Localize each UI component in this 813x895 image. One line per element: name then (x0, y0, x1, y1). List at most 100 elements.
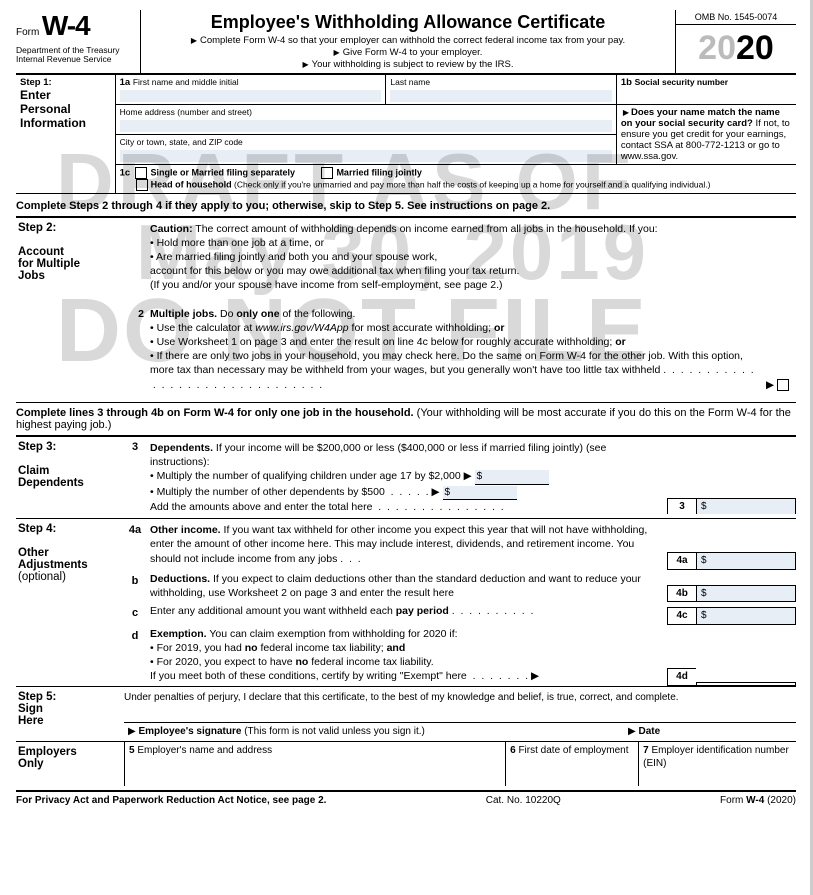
step4d-b2-no: no (296, 656, 309, 668)
checkbox-two-jobs[interactable] (777, 379, 789, 391)
field-1b[interactable]: 1b Social security number (616, 74, 796, 104)
form-w4-page: DRAFT AS OF May 30, 2019 DO NOT FILE For… (16, 10, 796, 806)
step4b-number: b (124, 570, 146, 602)
footer-mid: Cat. No. 10220Q (486, 795, 561, 806)
step4d-lead: Exemption. (150, 628, 207, 640)
input-4d[interactable] (696, 682, 796, 686)
input-qualifying-children[interactable]: $ (475, 470, 549, 485)
step4a-body: If you want tax withheld for other incom… (150, 524, 647, 564)
step5-body: Under penalties of perjury, I declare th… (124, 687, 796, 741)
employers-label-cell: Employers Only (16, 742, 124, 786)
field-ein[interactable]: 7 Employer identification number (EIN) (638, 742, 796, 786)
step2-row: Step 2: Account for Multiple Jobs Cautio… (16, 216, 796, 396)
checkbox-hoh[interactable] (136, 179, 148, 191)
input-last-name[interactable] (390, 90, 611, 102)
step4d-b3: If you meet both of these conditions, ce… (150, 670, 467, 682)
step3-sub2: Dependents (18, 477, 84, 489)
dept-irs: Internal Revenue Service (16, 55, 136, 64)
input-first-name[interactable] (120, 90, 382, 102)
step2-label-cell: Step 2: Account for Multiple Jobs (16, 218, 124, 396)
label-1c: 1c (120, 167, 131, 178)
step3-lead: Dependents. (150, 442, 213, 454)
year-solid: 20 (736, 29, 774, 67)
label-single: Single or Married filing separately (150, 167, 295, 177)
label-hoh-body: (Check only if you're unmarried and pay … (232, 179, 711, 189)
step3-row: Step 3: Claim Dependents 3 Dependents. I… (16, 435, 796, 519)
form-header: Form W-4 Department of the Treasury Inte… (16, 10, 796, 74)
step1-label-cell: Step 1: Enter Personal Information (16, 74, 115, 193)
input-line3-total[interactable]: $ (696, 498, 796, 515)
step4-sub3: (optional) (18, 571, 66, 583)
step4-sub2: Adjustments (18, 559, 88, 571)
date-label: Date (638, 726, 660, 737)
label-5n: 5 (129, 745, 135, 756)
step5-title: Step 5: (18, 691, 56, 703)
label-city: City or town, state, and ZIP code (120, 137, 243, 147)
field-1a-last[interactable]: Last name (386, 74, 616, 104)
label-ssn: Social security number (635, 77, 729, 87)
step2-mj1-or: or (494, 322, 505, 334)
input-address[interactable] (120, 120, 612, 132)
label-line3: 3 (667, 498, 696, 515)
field-home-address[interactable]: Home address (number and street) (115, 104, 616, 134)
dollar-4c: $ (701, 610, 707, 621)
step5-sub2: Here (18, 715, 44, 727)
employers-title: Employers (18, 746, 77, 758)
step1-sub3: Information (20, 116, 111, 130)
step3-sub1: Claim (18, 465, 49, 477)
field-1a-first[interactable]: 1a First name and middle initial (115, 74, 386, 104)
label-5: Employer's name and address (137, 745, 272, 756)
input-other-dependents[interactable]: $ (443, 486, 517, 501)
step3-b3: Add the amounts above and enter the tota… (150, 501, 372, 513)
field-city-state-zip[interactable]: City or town, state, and ZIP code (115, 134, 616, 164)
label-4c: 4c (667, 607, 696, 625)
dollar-4a: $ (701, 555, 707, 566)
year-outline: 20 (698, 29, 736, 67)
field-first-date[interactable]: 6 First date of employment (505, 742, 638, 786)
field-1c-filing-status: 1c Single or Married filing separately M… (115, 164, 796, 193)
step5-row: Step 5: Sign Here Under penalties of per… (16, 686, 796, 741)
step4-body: 4a Other income. If you want tax withhel… (124, 519, 796, 685)
step1-sub1: Enter (20, 88, 111, 102)
form-code: W-4 (42, 10, 90, 41)
step2-b2: • Are married filing jointly and both yo… (150, 251, 437, 263)
step2-mj1-b: for most accurate withholding; (349, 322, 494, 334)
input-city[interactable] (120, 150, 612, 162)
input-4a[interactable]: $ (696, 552, 796, 570)
step3-number: 3 (124, 437, 146, 519)
field-employer-name[interactable]: 5 Employer's name and address (124, 742, 505, 786)
dollar-4b: $ (701, 588, 707, 599)
label-hoh-lead: Head of household (151, 179, 232, 189)
step3-b1: • Multiply the number of qualifying chil… (150, 470, 461, 482)
step4-title: Step 4: (18, 523, 56, 535)
employers-sub: Only (18, 758, 44, 770)
step1-title: Step 1: (20, 77, 52, 88)
step5-sub1: Sign (18, 703, 43, 715)
input-4b[interactable]: $ (696, 585, 796, 603)
header-instruction-1: Complete Form W-4 so that your employer … (147, 35, 669, 47)
step4-row: Step 4: Other Adjustments (optional) 4a … (16, 518, 796, 685)
checkbox-single[interactable] (135, 167, 147, 179)
step4b-body: If you expect to claim deductions other … (150, 573, 641, 599)
step4d-b1-no: no (245, 642, 258, 654)
step3-body: Dependents. If your income will be $200,… (146, 437, 796, 519)
footer-right-c: (2020) (764, 795, 796, 806)
label-joint: Married filing jointly (336, 167, 422, 177)
instruction-lines-3-4b: Complete lines 3 through 4b on Form W-4 … (16, 402, 796, 431)
step1-table: Step 1: Enter Personal Information 1a Fi… (16, 74, 796, 194)
step2-mj-only: only one (236, 308, 279, 320)
dollar-3: $ (701, 501, 707, 512)
label-7: Employer identification number (EIN) (643, 745, 789, 770)
step2-mj-rest: of the following. (280, 308, 356, 320)
footer-right: Form W-4 (2020) (720, 795, 796, 806)
label-first-name: First name and middle initial (133, 77, 239, 87)
step4d-body: You can claim exemption from withholding… (207, 628, 458, 640)
step2-mj3: • If there are only two jobs in your hou… (150, 350, 743, 376)
step3-label-cell: Step 3: Claim Dependents (16, 437, 124, 519)
step4-label-cell: Step 4: Other Adjustments (optional) (16, 519, 124, 685)
step2-mj1-link: www.irs.gov/W4App (255, 322, 348, 334)
label-4b: 4b (667, 585, 696, 603)
input-4c[interactable]: $ (696, 607, 796, 625)
step4a-number: 4a (124, 519, 146, 570)
checkbox-joint[interactable] (321, 167, 333, 179)
